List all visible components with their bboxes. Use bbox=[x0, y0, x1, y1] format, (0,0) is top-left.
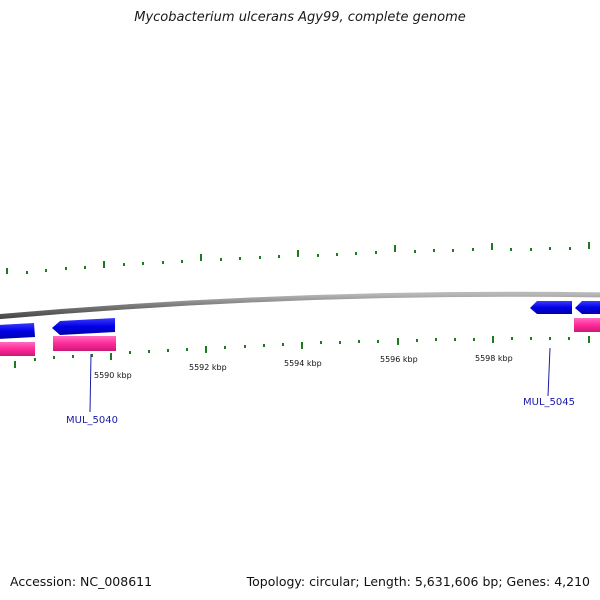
gene-mul-5040-group[interactable] bbox=[0, 318, 116, 356]
gene-label-mul-5045[interactable]: MUL_5045 bbox=[523, 397, 575, 408]
cds-right-partial[interactable] bbox=[574, 318, 600, 332]
gene-arrow-left-partial[interactable] bbox=[0, 323, 35, 339]
scale-label-5598: 5598 kbp bbox=[475, 354, 513, 363]
inner-ticks bbox=[14, 336, 590, 368]
gene-mul-5045-group[interactable] bbox=[530, 301, 600, 332]
gene-arrow-right-partial[interactable] bbox=[575, 301, 600, 314]
cds-mul-5040[interactable] bbox=[53, 336, 116, 351]
scale-label-5592: 5592 kbp bbox=[189, 363, 227, 372]
leader-line-mul-5045 bbox=[547, 347, 551, 397]
outer-ticks bbox=[6, 242, 590, 274]
gene-label-mul-5040[interactable]: MUL_5040 bbox=[66, 415, 118, 426]
cds-left-partial[interactable] bbox=[0, 342, 35, 356]
scale-label-5594: 5594 kbp bbox=[284, 359, 322, 368]
accession-text: Accession: NC_008611 bbox=[10, 574, 153, 589]
leader-line-mul-5040 bbox=[89, 353, 92, 413]
scale-label-5596: 5596 kbp bbox=[380, 355, 418, 364]
map-title: Mycobacterium ulcerans Agy99, complete g… bbox=[134, 10, 466, 25]
gene-arrow-mul-5040[interactable] bbox=[52, 318, 115, 335]
genome-backbone bbox=[0, 291, 600, 320]
genome-summary-text: Topology: circular; Length: 5,631,606 bp… bbox=[246, 574, 590, 589]
scale-label-5590: 5590 kbp bbox=[94, 371, 132, 380]
gene-arrow-mul-5045[interactable] bbox=[530, 301, 572, 314]
